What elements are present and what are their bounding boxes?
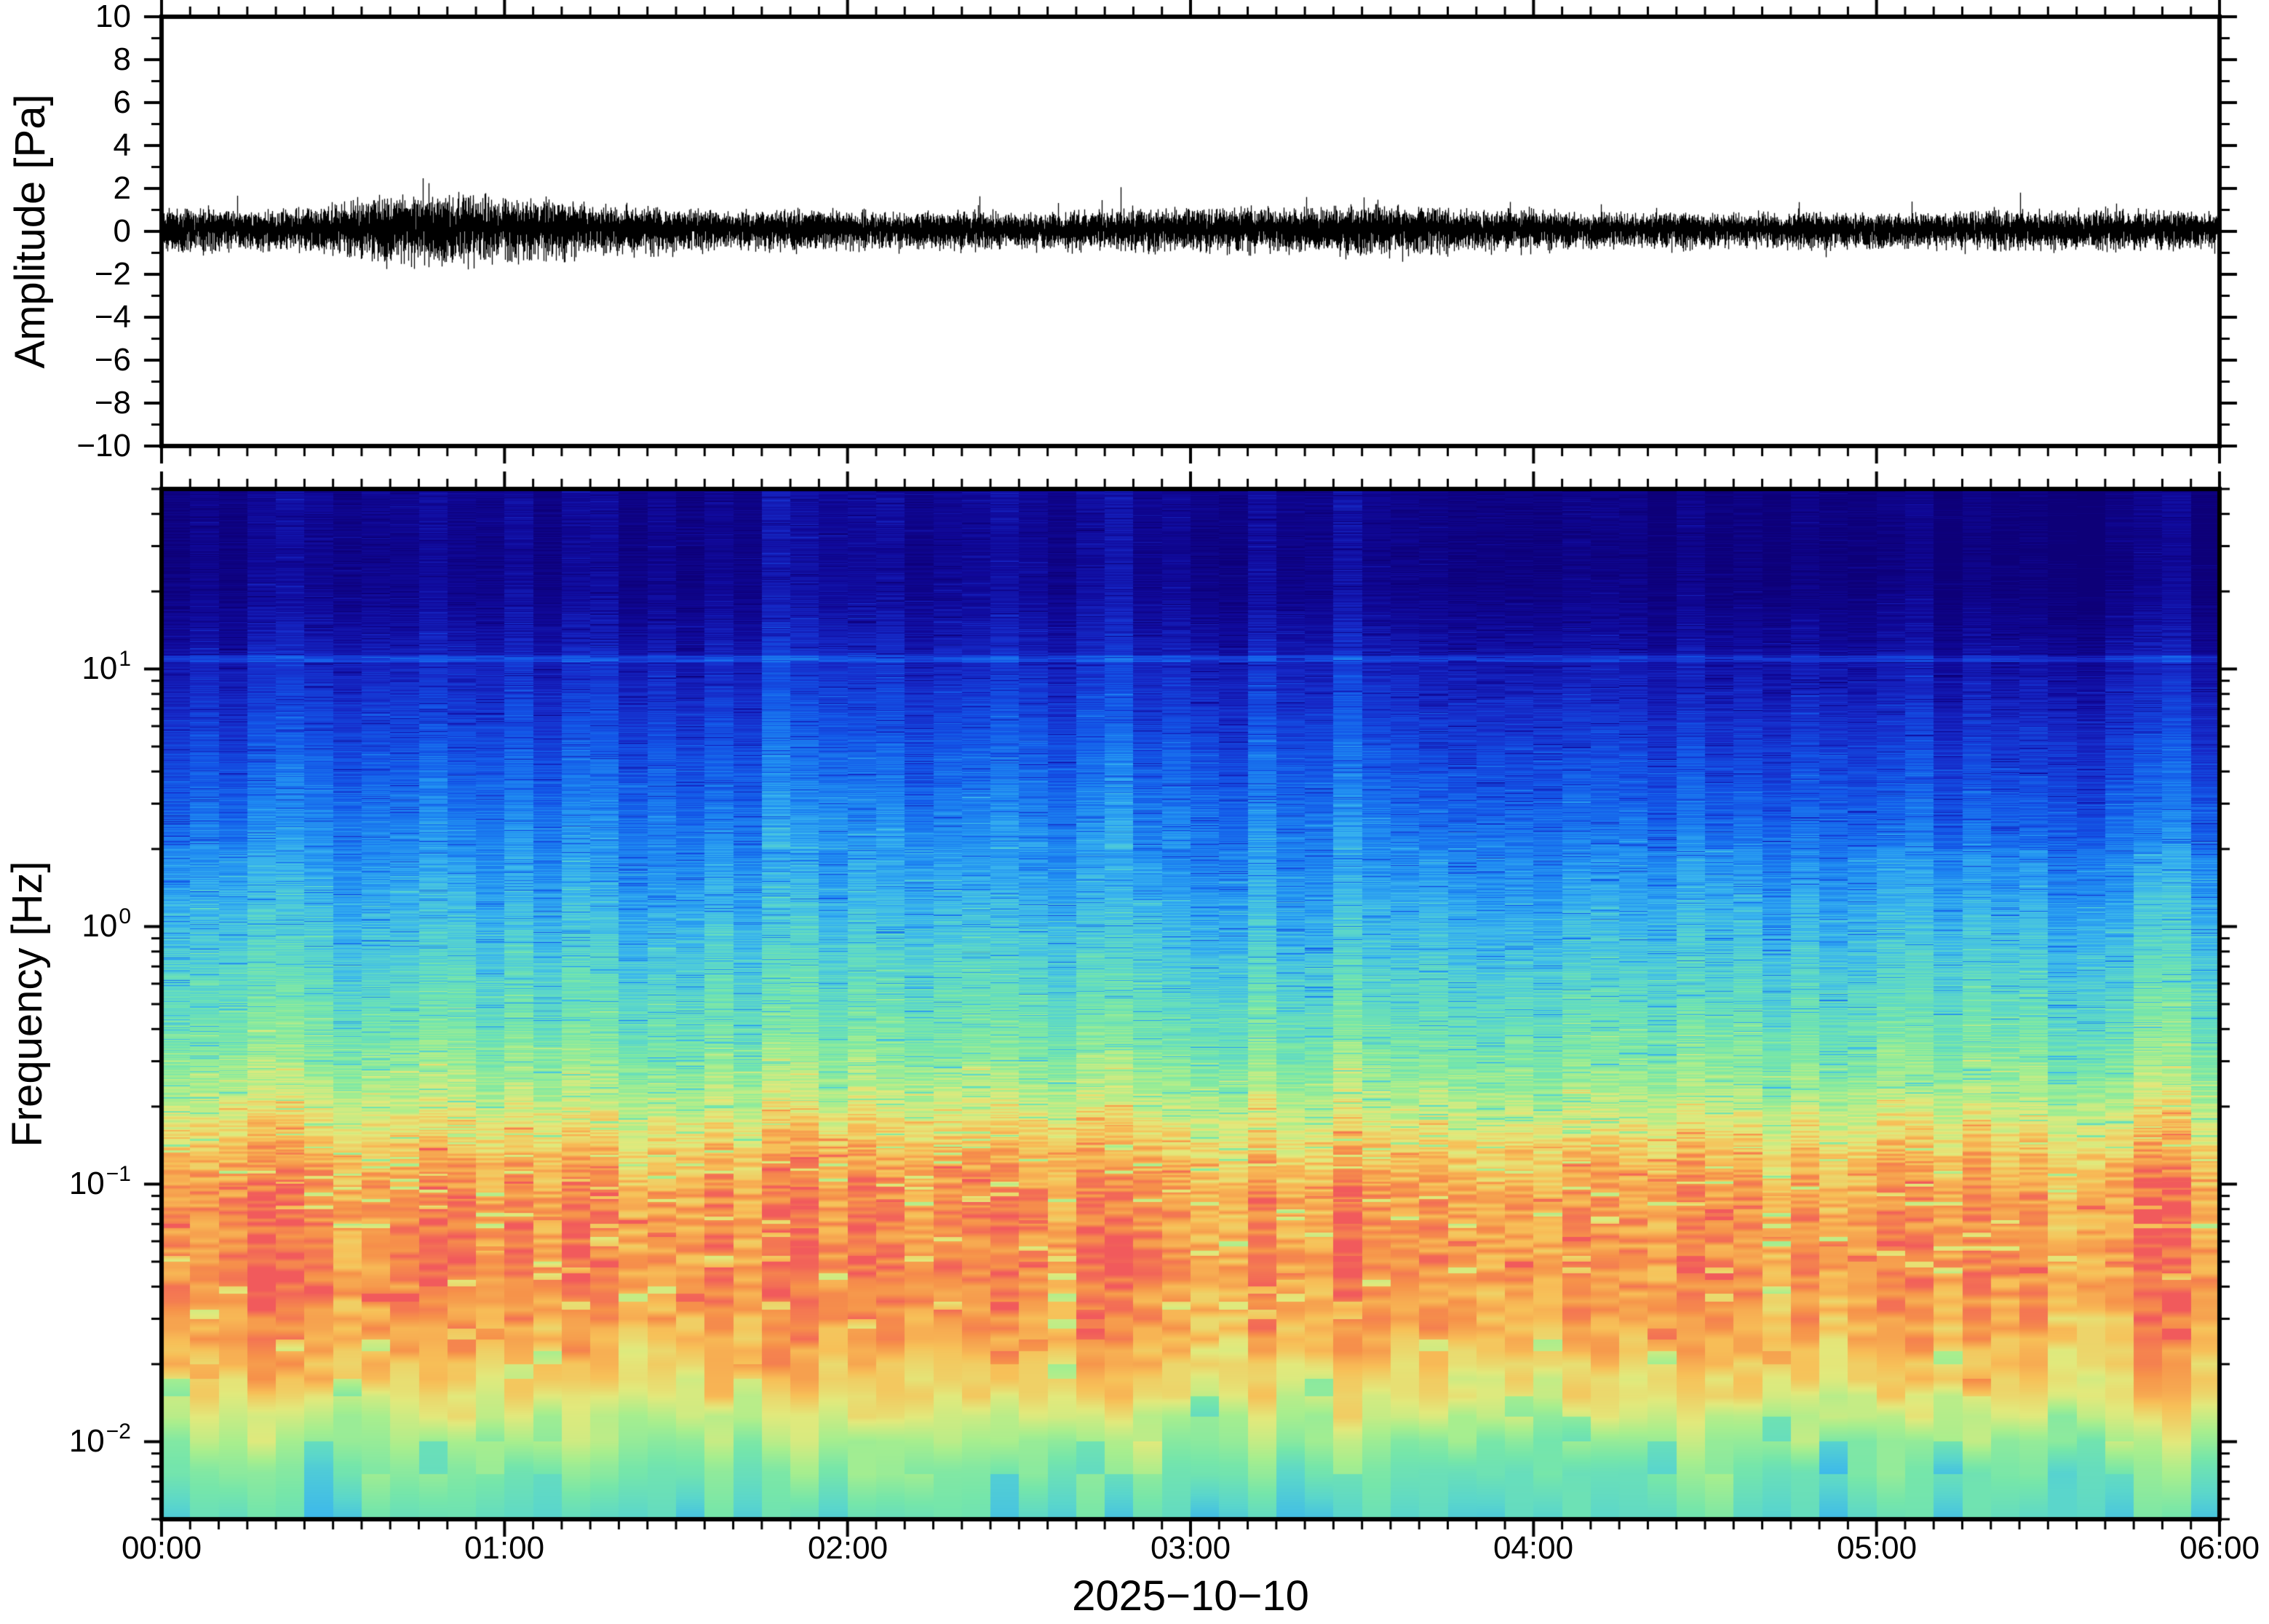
amplitude-tick-label: 8 <box>113 41 131 77</box>
power-of-ten-exponent: 0 <box>119 904 131 928</box>
time-tick-label: 06:00 <box>2179 1530 2260 1566</box>
amplitude-tick-label: 2 <box>113 170 131 206</box>
time-tick-label: 05:00 <box>1836 1530 1918 1566</box>
date-axis-label: 2025−10−10 <box>1072 1572 1309 1620</box>
amplitude-tick-label: 4 <box>113 127 131 163</box>
amplitude-tick-label: −6 <box>94 342 131 378</box>
power-of-ten-exponent: −2 <box>106 1420 131 1444</box>
time-tick-label: 01:00 <box>464 1530 545 1566</box>
amplitude-tick-label: −2 <box>94 256 131 292</box>
amplitude-axis-title: Amplitude [Pa] <box>7 94 54 369</box>
amplitude-tick-label: −10 <box>76 428 131 463</box>
power-of-ten-exponent: −1 <box>106 1162 131 1186</box>
amplitude-tick-label: 6 <box>113 84 131 120</box>
amplitude-tick-label: 0 <box>113 213 131 249</box>
frequency-axis-title: Frequency [Hz] <box>4 861 51 1147</box>
time-tick-label: 02:00 <box>807 1530 889 1566</box>
amplitude-tick-label: 10 <box>95 0 131 34</box>
frequency-tick-label: 100 <box>15 904 131 944</box>
time-tick-label: 03:00 <box>1150 1530 1231 1566</box>
frequency-tick-label: 10−1 <box>15 1162 131 1202</box>
amplitude-tick-label: −8 <box>94 385 131 421</box>
frequency-tick-label: 10−2 <box>15 1420 131 1460</box>
frequency-tick-label: 101 <box>15 647 131 687</box>
time-tick-label: 04:00 <box>1493 1530 1574 1566</box>
power-of-ten-exponent: 1 <box>119 647 131 671</box>
power-of-ten-base: 10 <box>68 1166 105 1201</box>
amplitude-tick-label: −4 <box>94 299 131 335</box>
time-tick-label: 00:00 <box>121 1530 202 1566</box>
power-of-ten-base: 10 <box>82 908 118 944</box>
power-of-ten-base: 10 <box>82 650 118 686</box>
power-of-ten-base: 10 <box>68 1423 105 1459</box>
